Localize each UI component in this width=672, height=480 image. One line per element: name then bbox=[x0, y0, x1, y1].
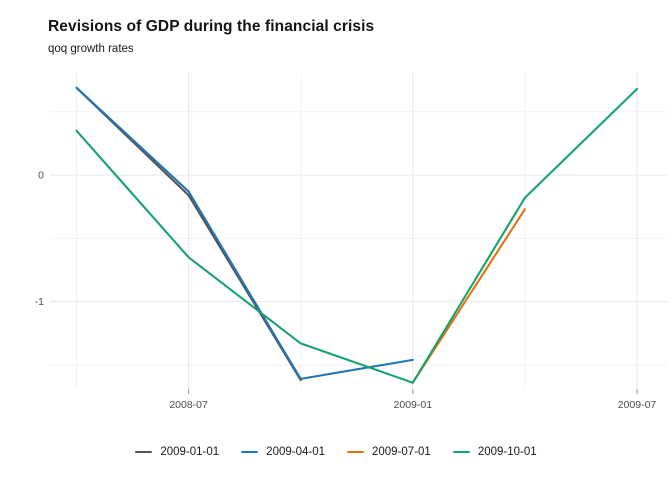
chart-subtitle: qoq growth rates bbox=[48, 43, 134, 55]
legend-key-icon bbox=[135, 450, 153, 454]
y-tick-label: 0 bbox=[38, 170, 44, 182]
legend-label: 2009-10-01 bbox=[477, 446, 537, 458]
legend-item-2009-01-01: 2009-01-01 bbox=[135, 446, 219, 458]
x-tick-label: 2009-01 bbox=[394, 399, 433, 411]
legend-item-2009-07-01: 2009-07-01 bbox=[347, 446, 431, 458]
series-line-2009-04-01 bbox=[75, 86, 414, 380]
x-tick-label: 2008-07 bbox=[169, 399, 208, 411]
legend-item-2009-10-01: 2009-10-01 bbox=[452, 446, 537, 458]
chart-legend: 2009-01-01 2009-04-01 2009-07-01 2009-10-01 bbox=[0, 446, 672, 458]
legend-key-icon bbox=[452, 450, 470, 454]
y-tick-label: -1 bbox=[35, 296, 44, 308]
legend-label: 2009-04-01 bbox=[266, 446, 325, 458]
legend-key-icon bbox=[241, 450, 259, 454]
legend-label: 2009-01-01 bbox=[160, 446, 220, 458]
legend-label: 2009-07-01 bbox=[372, 446, 431, 458]
legend-key-icon bbox=[347, 450, 364, 454]
x-tick-label: 2009-07 bbox=[618, 399, 657, 411]
series-line-2009-10-01 bbox=[75, 87, 639, 384]
chart-title: Revisions of GDP during the financial cr… bbox=[48, 18, 375, 35]
legend-item-2009-04-01: 2009-04-01 bbox=[241, 446, 325, 458]
plot-area: 2008-07 2009-01 2009-07 0 -1 bbox=[35, 72, 667, 411]
